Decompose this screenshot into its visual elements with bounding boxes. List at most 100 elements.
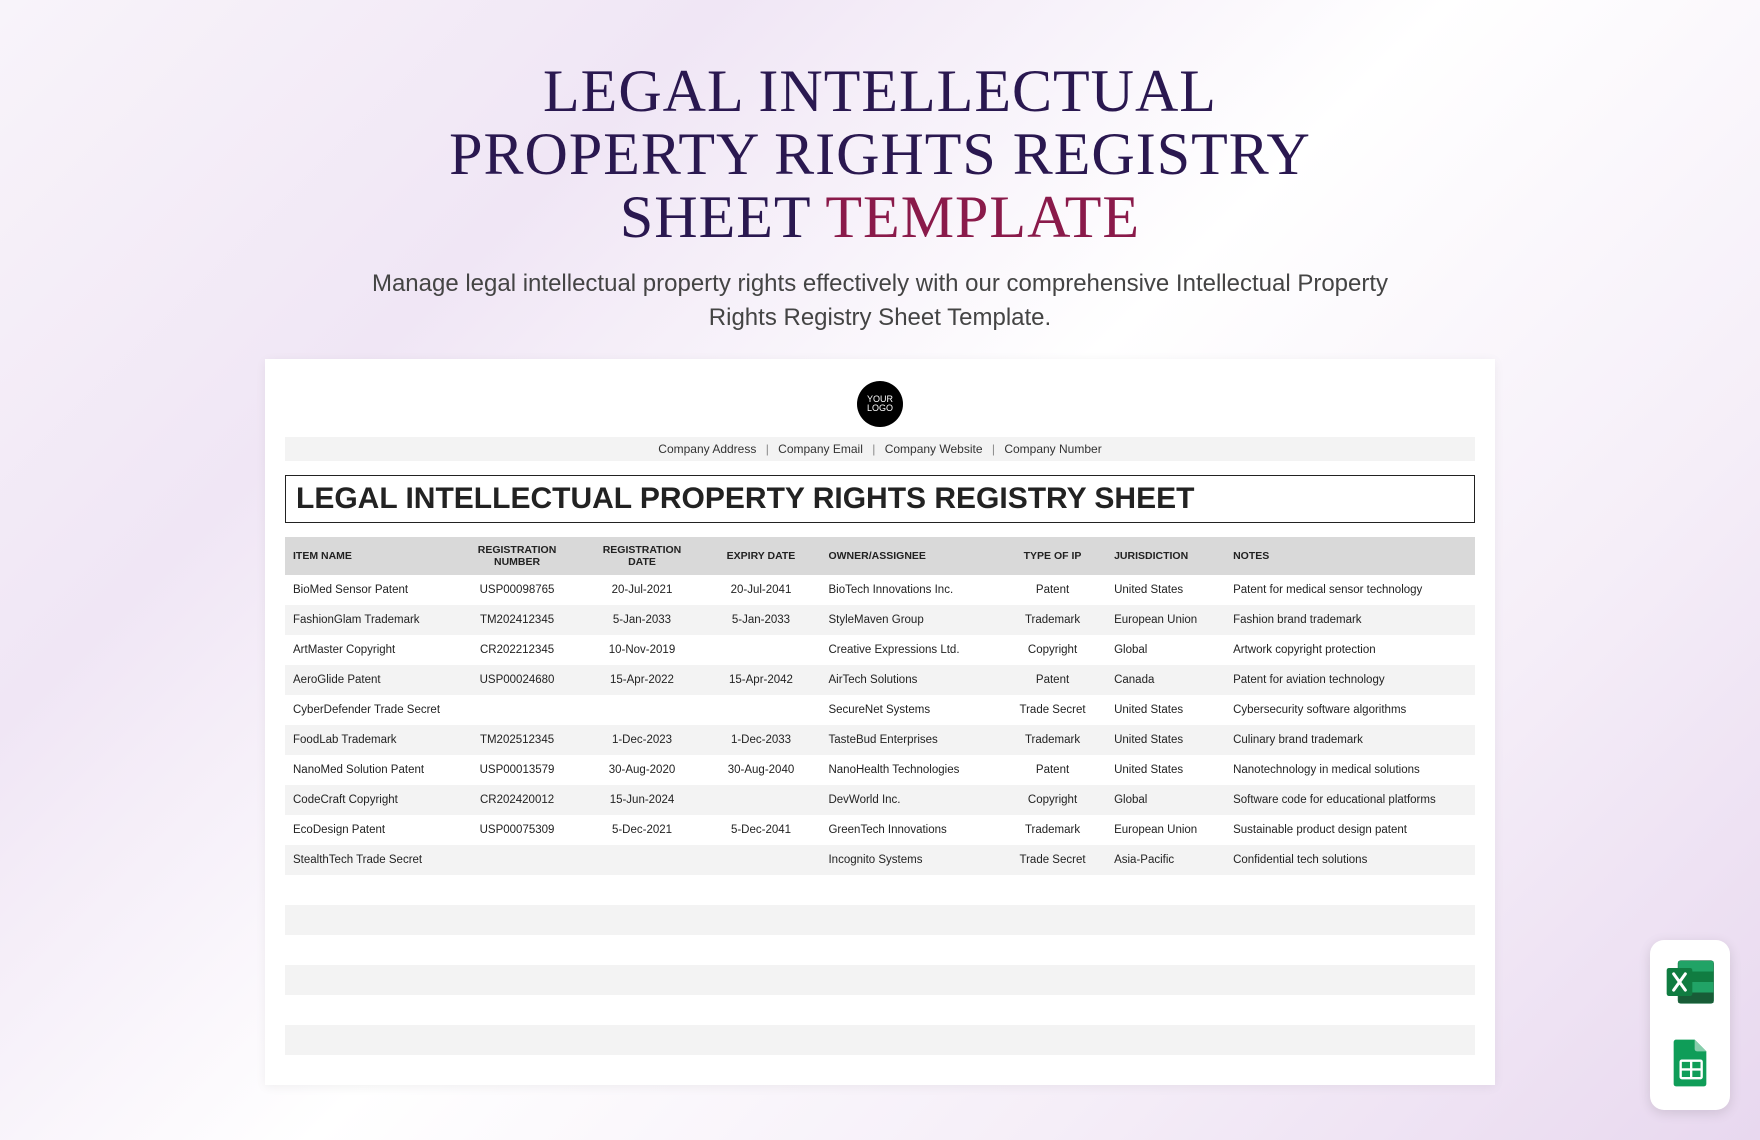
sheet-title-box: LEGAL INTELLECTUAL PROPERTY RIGHTS REGIS… (285, 475, 1475, 523)
subtitle: Manage legal intellectual property right… (355, 267, 1405, 334)
table-cell: NanoMed Solution Patent (285, 755, 452, 785)
table-cell: Copyright (999, 785, 1106, 815)
table-cell: Software code for educational platforms (1225, 785, 1475, 815)
table-cell-empty (820, 965, 999, 995)
logo-placeholder: YOUR LOGO (857, 381, 903, 427)
spreadsheet-preview: YOUR LOGO Company Address | Company Emai… (265, 359, 1495, 1085)
logo-text: YOUR LOGO (857, 395, 903, 413)
table-cell-empty (582, 965, 701, 995)
table-cell: BioTech Innovations Inc. (820, 575, 999, 605)
table-cell-empty (701, 965, 820, 995)
table-row-empty (285, 1055, 1475, 1085)
table-cell: Trademark (999, 605, 1106, 635)
table-cell (582, 845, 701, 875)
column-header: EXPIRY DATE (701, 537, 820, 575)
table-cell-empty (285, 995, 452, 1025)
column-header: JURISDICTION (1106, 537, 1225, 575)
table-row-empty (285, 995, 1475, 1025)
table-cell: USP00075309 (452, 815, 583, 845)
table-cell: AirTech Solutions (820, 665, 999, 695)
table-cell: ArtMaster Copyright (285, 635, 452, 665)
table-cell: Trade Secret (999, 845, 1106, 875)
table-cell (701, 785, 820, 815)
company-info-bar: Company Address | Company Email | Compan… (285, 437, 1475, 461)
company-email: Company Email (778, 442, 863, 456)
table-row-empty (285, 935, 1475, 965)
table-cell-empty (452, 1025, 583, 1055)
table-cell-empty (452, 1055, 583, 1085)
table-cell-empty (820, 995, 999, 1025)
table-row: EcoDesign PatentUSP000753095-Dec-20215-D… (285, 815, 1475, 845)
table-cell-empty (582, 1055, 701, 1085)
table-cell: StyleMaven Group (820, 605, 999, 635)
table-cell-empty (452, 905, 583, 935)
table-cell: Global (1106, 785, 1225, 815)
table-cell-empty (582, 935, 701, 965)
company-address: Company Address (658, 442, 756, 456)
table-cell: United States (1106, 755, 1225, 785)
table-row-empty (285, 965, 1475, 995)
table-cell: TasteBud Enterprises (820, 725, 999, 755)
table-cell-empty (1106, 965, 1225, 995)
separator: | (766, 442, 769, 456)
company-website: Company Website (885, 442, 983, 456)
column-header: REGISTRATION DATE (582, 537, 701, 575)
table-cell: Confidential tech solutions (1225, 845, 1475, 875)
column-header: TYPE OF IP (999, 537, 1106, 575)
table-cell: United States (1106, 575, 1225, 605)
table-cell: Fashion brand trademark (1225, 605, 1475, 635)
title-block: LEGAL INTELLECTUAL PROPERTY RIGHTS REGIS… (0, 60, 1760, 334)
table-cell: Artwork copyright protection (1225, 635, 1475, 665)
table-cell-empty (999, 1055, 1106, 1085)
table-cell-empty (1106, 995, 1225, 1025)
table-cell: Nanotechnology in medical solutions (1225, 755, 1475, 785)
table-cell: Creative Expressions Ltd. (820, 635, 999, 665)
table-cell: EcoDesign Patent (285, 815, 452, 845)
table-cell-empty (701, 935, 820, 965)
title-line-3b: TEMPLATE (825, 184, 1140, 250)
table-cell: NanoHealth Technologies (820, 755, 999, 785)
table-cell: Sustainable product design patent (1225, 815, 1475, 845)
table-row-empty (285, 1025, 1475, 1055)
table-cell: 5-Jan-2033 (701, 605, 820, 635)
table-cell: Trade Secret (999, 695, 1106, 725)
app-badges (1650, 940, 1730, 1110)
table-cell-empty (452, 935, 583, 965)
table-cell-empty (1225, 875, 1475, 905)
table-cell: 15-Apr-2042 (701, 665, 820, 695)
table-cell-empty (820, 905, 999, 935)
table-cell-empty (701, 995, 820, 1025)
table-body: BioMed Sensor PatentUSP0009876520-Jul-20… (285, 575, 1475, 1085)
table-cell (701, 635, 820, 665)
table-cell-empty (999, 1025, 1106, 1055)
table-cell (452, 845, 583, 875)
table-cell-empty (452, 995, 583, 1025)
title-line-2: PROPERTY RIGHTS REGISTRY (449, 121, 1311, 187)
table-row: CodeCraft CopyrightCR20242001215-Jun-202… (285, 785, 1475, 815)
table-cell-empty (1225, 1025, 1475, 1055)
table-cell: DevWorld Inc. (820, 785, 999, 815)
table-cell-empty (701, 1055, 820, 1085)
table-cell (452, 695, 583, 725)
table-cell: 15-Jun-2024 (582, 785, 701, 815)
excel-icon (1662, 954, 1718, 1015)
table-cell-empty (999, 995, 1106, 1025)
table-header-row: ITEM NAMEREGISTRATION NUMBERREGISTRATION… (285, 537, 1475, 575)
table-cell-empty (285, 935, 452, 965)
table-cell: Copyright (999, 635, 1106, 665)
table-cell: CodeCraft Copyright (285, 785, 452, 815)
table-cell-empty (285, 1025, 452, 1055)
table-cell: USP00098765 (452, 575, 583, 605)
table-row: FoodLab TrademarkTM2025123451-Dec-20231-… (285, 725, 1475, 755)
table-cell: Trademark (999, 815, 1106, 845)
table-cell: United States (1106, 695, 1225, 725)
table-cell: European Union (1106, 605, 1225, 635)
title-line-1: LEGAL INTELLECTUAL (543, 58, 1217, 124)
main-title: LEGAL INTELLECTUAL PROPERTY RIGHTS REGIS… (280, 60, 1480, 249)
table-cell: Culinary brand trademark (1225, 725, 1475, 755)
table-cell: Patent (999, 755, 1106, 785)
table-cell: Global (1106, 635, 1225, 665)
table-row: StealthTech Trade SecretIncognito System… (285, 845, 1475, 875)
table-cell: USP00013579 (452, 755, 583, 785)
column-header: NOTES (1225, 537, 1475, 575)
